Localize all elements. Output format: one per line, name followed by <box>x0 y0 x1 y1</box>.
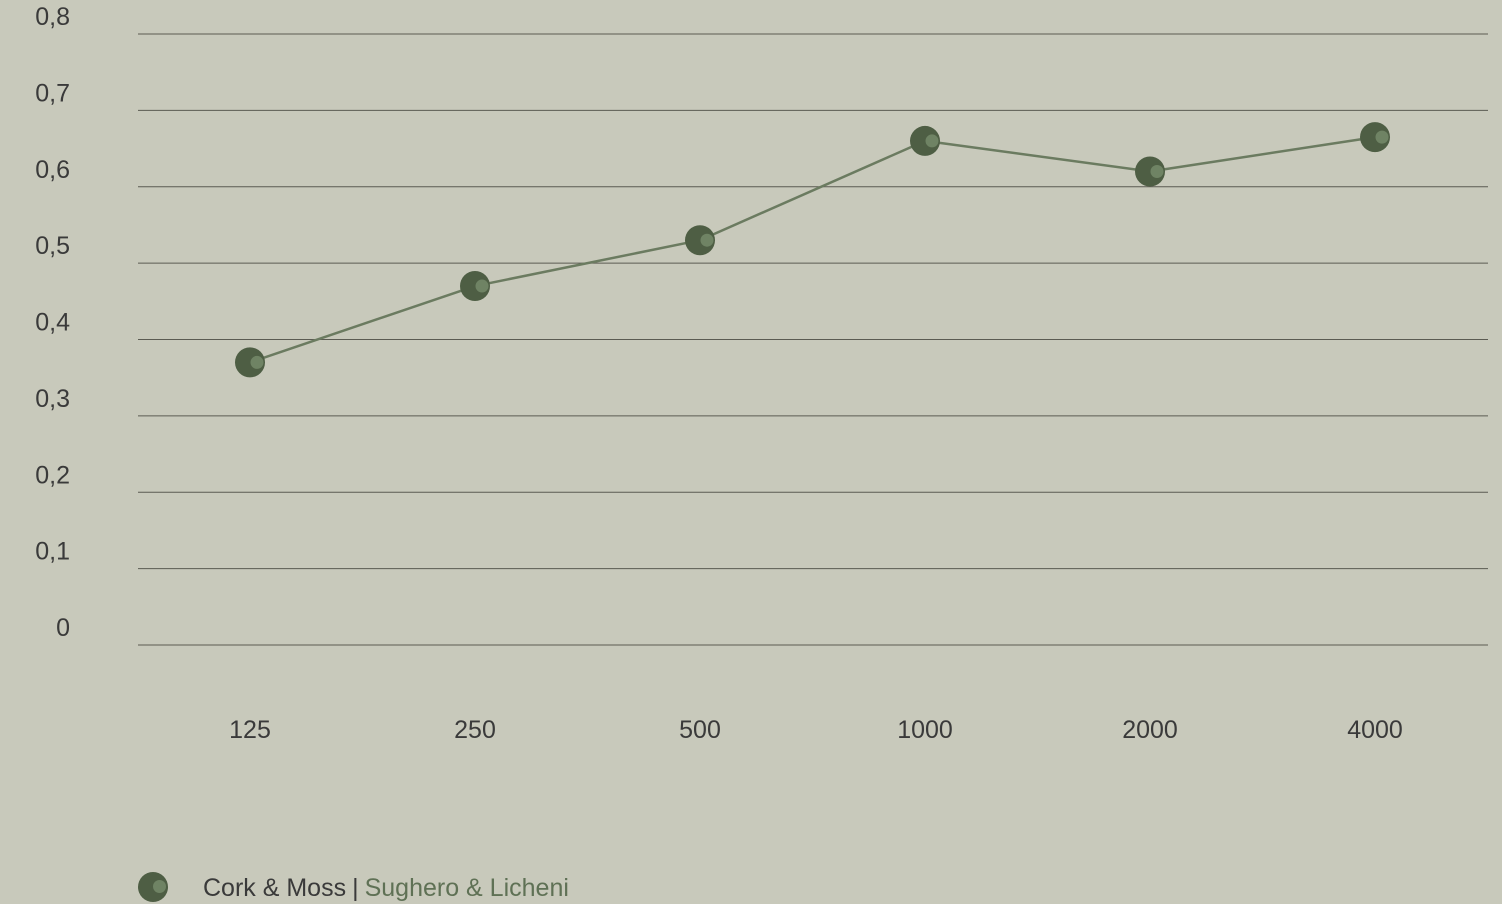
data-point <box>460 271 490 302</box>
data-point <box>1135 156 1165 187</box>
y-tick-label: 0 <box>56 614 70 642</box>
x-tick-label: 250 <box>454 716 496 744</box>
series-line-group <box>249 135 1376 364</box>
x-tick-label: 500 <box>679 716 721 744</box>
y-tick-label: 0,5 <box>35 232 70 260</box>
y-tick-label: 0,6 <box>35 156 70 184</box>
x-tick-label: 4000 <box>1347 716 1403 744</box>
x-tick-label: 1000 <box>897 716 953 744</box>
data-point <box>685 225 715 256</box>
y-tick-label: 0,2 <box>35 461 70 489</box>
gridlines <box>138 33 1488 646</box>
y-tick-label: 0,3 <box>35 385 70 413</box>
circle-marker-icon <box>138 872 168 902</box>
legend: Cork & Moss | Sughero & Licheni <box>138 872 569 904</box>
x-tick-label: 125 <box>229 716 271 744</box>
data-point <box>235 347 265 378</box>
legend-series-name: Cork & Moss <box>203 873 347 902</box>
x-axis-ticks: 125 250 500 1000 2000 4000 <box>229 716 1403 744</box>
series-line <box>249 135 1376 364</box>
data-point <box>910 125 940 156</box>
series-points <box>235 122 1390 378</box>
y-tick-label: 0,8 <box>35 3 70 31</box>
y-tick-label: 0,1 <box>35 538 70 566</box>
legend-separator: | <box>352 873 359 902</box>
data-point <box>1360 122 1390 153</box>
y-tick-label: 0,4 <box>35 309 70 337</box>
y-tick-label: 0,7 <box>35 79 70 107</box>
y-axis-ticks: 0 0,1 0,2 0,3 0,4 0,5 0,6 0,7 0,8 <box>35 3 70 642</box>
legend-series-alt-name: Sughero & Licheni <box>364 873 569 902</box>
x-tick-label: 2000 <box>1122 716 1178 744</box>
